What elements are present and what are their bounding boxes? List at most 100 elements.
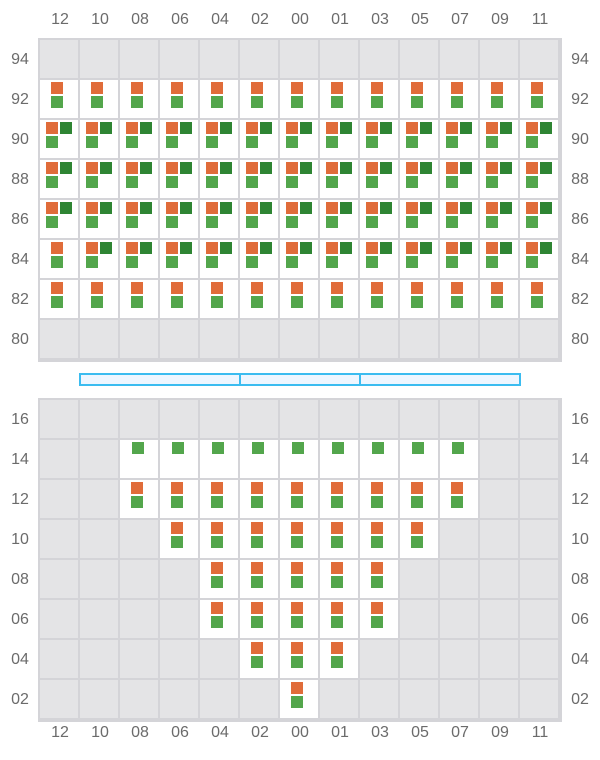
seat-cell[interactable] xyxy=(400,160,438,198)
seat-cell[interactable] xyxy=(240,520,278,558)
seat-cell[interactable] xyxy=(480,80,518,118)
seat-cell[interactable] xyxy=(400,440,438,478)
seat-cell[interactable] xyxy=(320,280,358,318)
seat-cell[interactable] xyxy=(200,600,238,638)
seat-cell[interactable] xyxy=(520,80,558,118)
seat-cell[interactable] xyxy=(280,280,318,318)
seat-cell[interactable] xyxy=(400,80,438,118)
seat-cell[interactable] xyxy=(440,80,478,118)
seat-cell[interactable] xyxy=(240,80,278,118)
seat-cell[interactable] xyxy=(200,560,238,598)
seat-cell[interactable] xyxy=(200,280,238,318)
seat-cell[interactable] xyxy=(400,200,438,238)
seat-cell[interactable] xyxy=(200,440,238,478)
seat-cell[interactable] xyxy=(400,120,438,158)
seat-cell[interactable] xyxy=(480,240,518,278)
seat-cell[interactable] xyxy=(240,280,278,318)
seat-cell[interactable] xyxy=(200,160,238,198)
seat-cell[interactable] xyxy=(40,200,78,238)
seat-cell[interactable] xyxy=(120,160,158,198)
seat-cell[interactable] xyxy=(240,160,278,198)
seat-cell[interactable] xyxy=(280,80,318,118)
seat-cell[interactable] xyxy=(280,440,318,478)
seat-cell[interactable] xyxy=(520,120,558,158)
seat-cell[interactable] xyxy=(280,480,318,518)
seat-cell[interactable] xyxy=(280,160,318,198)
seat-cell[interactable] xyxy=(280,240,318,278)
seat-cell[interactable] xyxy=(240,240,278,278)
seat-cell[interactable] xyxy=(360,560,398,598)
seat-cell[interactable] xyxy=(480,280,518,318)
seat-cell[interactable] xyxy=(320,600,358,638)
seat-cell[interactable] xyxy=(400,280,438,318)
seat-cell[interactable] xyxy=(40,160,78,198)
seat-cell[interactable] xyxy=(120,120,158,158)
seat-cell[interactable] xyxy=(280,680,318,718)
seat-cell[interactable] xyxy=(320,120,358,158)
seat-cell[interactable] xyxy=(120,80,158,118)
seat-cell[interactable] xyxy=(200,200,238,238)
seat-cell[interactable] xyxy=(80,80,118,118)
seat-cell[interactable] xyxy=(440,440,478,478)
seat-cell[interactable] xyxy=(520,240,558,278)
seat-cell[interactable] xyxy=(120,440,158,478)
seat-cell[interactable] xyxy=(280,200,318,238)
seat-cell[interactable] xyxy=(280,120,318,158)
seat-cell[interactable] xyxy=(520,280,558,318)
seat-cell[interactable] xyxy=(400,480,438,518)
seat-cell[interactable] xyxy=(320,200,358,238)
seat-cell[interactable] xyxy=(320,520,358,558)
seat-cell[interactable] xyxy=(360,440,398,478)
seat-cell[interactable] xyxy=(440,200,478,238)
seat-cell[interactable] xyxy=(320,240,358,278)
seat-cell[interactable] xyxy=(80,280,118,318)
seat-cell[interactable] xyxy=(320,440,358,478)
seat-cell[interactable] xyxy=(80,240,118,278)
seat-cell[interactable] xyxy=(80,200,118,238)
seat-cell[interactable] xyxy=(80,160,118,198)
seat-cell[interactable] xyxy=(360,160,398,198)
seat-cell[interactable] xyxy=(440,160,478,198)
seat-cell[interactable] xyxy=(200,240,238,278)
seat-cell[interactable] xyxy=(280,640,318,678)
seat-cell[interactable] xyxy=(280,520,318,558)
seat-cell[interactable] xyxy=(440,240,478,278)
seat-cell[interactable] xyxy=(160,440,198,478)
seat-cell[interactable] xyxy=(40,280,78,318)
seat-cell[interactable] xyxy=(160,80,198,118)
seat-cell[interactable] xyxy=(200,120,238,158)
seat-cell[interactable] xyxy=(80,120,118,158)
seat-cell[interactable] xyxy=(160,520,198,558)
seat-cell[interactable] xyxy=(520,160,558,198)
seat-cell[interactable] xyxy=(120,240,158,278)
seat-cell[interactable] xyxy=(360,240,398,278)
seat-cell[interactable] xyxy=(480,120,518,158)
seat-cell[interactable] xyxy=(160,480,198,518)
seat-cell[interactable] xyxy=(320,640,358,678)
seat-cell[interactable] xyxy=(280,600,318,638)
seat-cell[interactable] xyxy=(240,120,278,158)
seat-cell[interactable] xyxy=(360,520,398,558)
seat-cell[interactable] xyxy=(360,480,398,518)
seat-cell[interactable] xyxy=(280,560,318,598)
seat-cell[interactable] xyxy=(40,80,78,118)
seat-cell[interactable] xyxy=(240,200,278,238)
seat-cell[interactable] xyxy=(40,120,78,158)
seat-cell[interactable] xyxy=(240,440,278,478)
seat-cell[interactable] xyxy=(400,240,438,278)
seat-cell[interactable] xyxy=(320,160,358,198)
seat-cell[interactable] xyxy=(200,520,238,558)
seat-cell[interactable] xyxy=(240,600,278,638)
seat-cell[interactable] xyxy=(480,200,518,238)
seat-cell[interactable] xyxy=(120,480,158,518)
seat-cell[interactable] xyxy=(160,160,198,198)
seat-cell[interactable] xyxy=(440,280,478,318)
seat-cell[interactable] xyxy=(160,240,198,278)
seat-cell[interactable] xyxy=(360,80,398,118)
seat-cell[interactable] xyxy=(360,280,398,318)
seat-cell[interactable] xyxy=(440,480,478,518)
seat-cell[interactable] xyxy=(160,280,198,318)
seat-cell[interactable] xyxy=(520,200,558,238)
seat-cell[interactable] xyxy=(320,80,358,118)
seat-cell[interactable] xyxy=(200,80,238,118)
